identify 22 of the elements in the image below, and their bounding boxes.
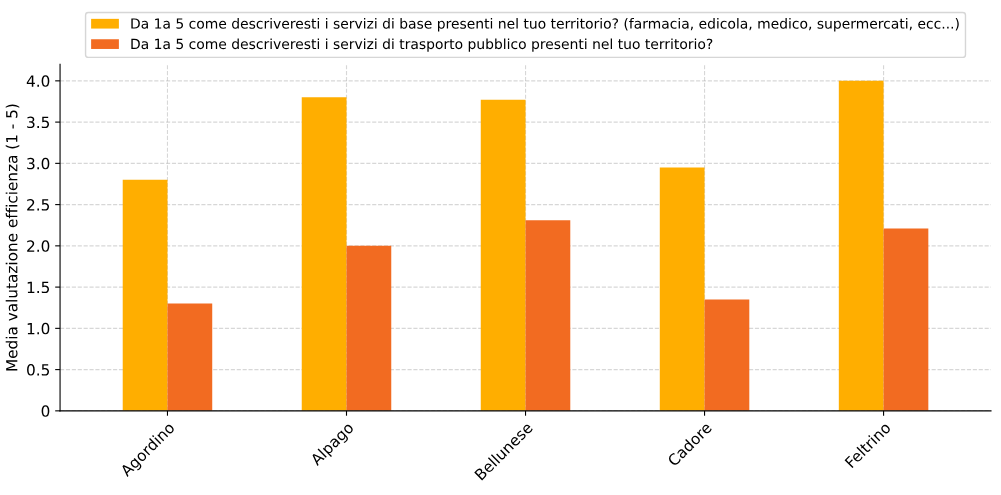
bar [838, 80, 884, 411]
bar [883, 228, 929, 411]
y-tick-label: 4.0 [26, 75, 50, 87]
legend-label: Da 1a 5 come descriveresti i servizi di base presenti nel tuo territorio? (farmacia, edicola, medico, supermercati, ecc...) [131, 18, 959, 32]
y-axis-title: Media valutazione efficienza (1 - 5) [5, 104, 20, 371]
bar [301, 97, 347, 411]
y-tick-label: 0.5 [27, 364, 49, 376]
bar [480, 99, 526, 411]
bar [525, 220, 571, 411]
y-tick-label: 2.5 [27, 199, 49, 211]
bar [704, 299, 750, 411]
y-tick-label: 0 [41, 405, 50, 417]
bar [122, 179, 168, 411]
bar [167, 303, 213, 411]
bar [659, 167, 705, 411]
y-tick-label: 1.0 [27, 322, 50, 335]
y-tick-label: 2.0 [27, 240, 50, 252]
y-tick-label: 1.5 [27, 281, 49, 294]
y-tick-label: 3.5 [27, 116, 49, 129]
legend-label: Da 1a 5 come descriveresti i servizi di trasporto pubblico presenti nel tuo territorio? [131, 38, 713, 52]
y-tick-label: 3.0 [27, 157, 50, 170]
bar [346, 245, 392, 411]
